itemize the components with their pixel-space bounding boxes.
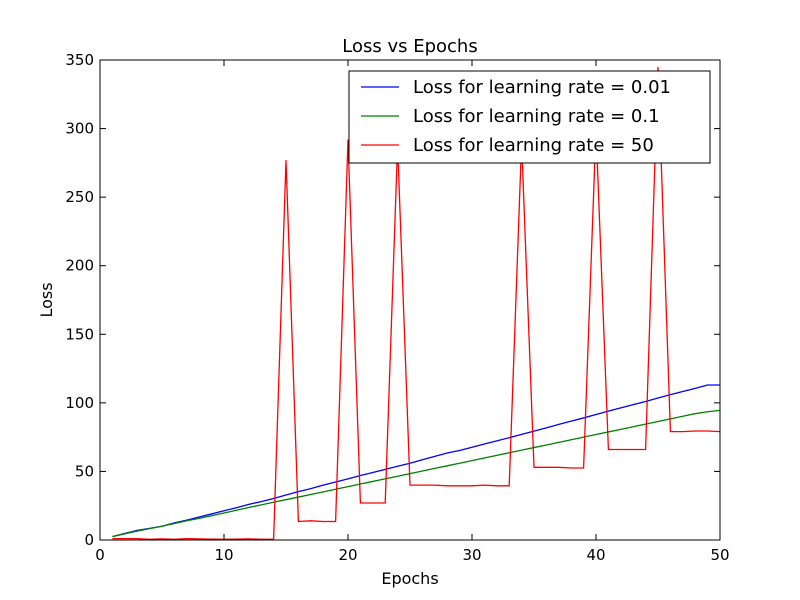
legend-label-1: Loss for learning rate = 0.01: [413, 77, 671, 98]
legend-box: [348, 70, 711, 164]
x-tick-label: 40: [586, 546, 605, 564]
y-tick-label: 50: [75, 462, 94, 480]
y-tick-label: 350: [65, 51, 94, 69]
legend-label-3: Loss for learning rate = 50: [413, 135, 654, 156]
series-line-3: [112, 66, 721, 540]
y-tick-label: 0: [84, 531, 94, 549]
series-line-1: [112, 384, 720, 538]
x-axis-label: Epochs: [381, 569, 438, 588]
chart-legend: Loss for learning rate = 0.01 Loss for le…: [348, 70, 711, 164]
y-tick-label: 200: [65, 257, 94, 275]
plot-area: 0 10 20 30 40 50 0 50 100 150 200 250 300 350: [65, 51, 729, 564]
y-tick-label: 300: [65, 120, 94, 138]
series-line-2: [112, 409, 721, 538]
x-tick-label: 50: [710, 546, 729, 564]
y-tick-label: 100: [65, 394, 94, 412]
y-tick-label: 250: [65, 188, 94, 206]
chart-title: Loss vs Epochs: [342, 36, 477, 57]
y-tick-label: 150: [65, 325, 94, 343]
x-tick-label: 10: [214, 546, 233, 564]
y-axis-label: Loss: [37, 282, 56, 317]
plot-frame: [99, 59, 721, 541]
x-tick-label: 30: [462, 546, 481, 564]
legend-label-2: Loss for learning rate = 0.1: [413, 106, 660, 127]
x-tick-label: 20: [338, 546, 357, 564]
x-tick-label: 0: [95, 546, 105, 564]
